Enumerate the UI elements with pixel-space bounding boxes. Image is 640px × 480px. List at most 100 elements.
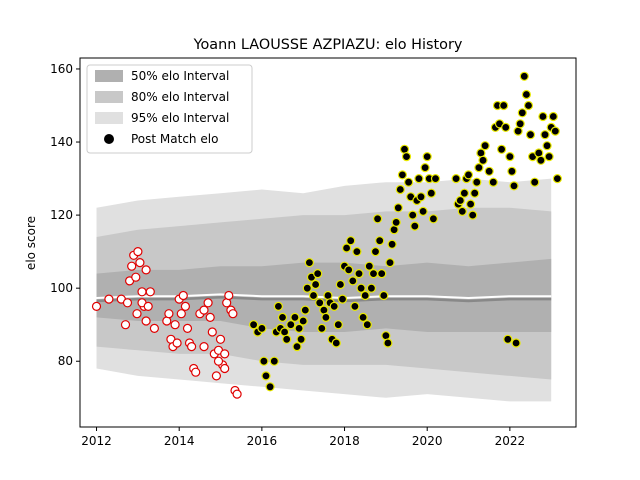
post-match-point xyxy=(182,323,193,333)
post-match-point xyxy=(203,298,213,308)
post-match-point xyxy=(364,261,374,271)
post-match-point xyxy=(358,312,368,322)
post-match-point xyxy=(540,130,550,140)
post-match-point xyxy=(430,174,441,184)
post-match-point xyxy=(91,301,102,311)
post-match-point xyxy=(387,239,397,249)
post-match-point xyxy=(377,269,387,279)
post-match-point xyxy=(404,177,414,187)
legend-box xyxy=(86,64,253,154)
post-match-point xyxy=(426,188,436,198)
post-match-point xyxy=(420,163,430,173)
post-match-point xyxy=(315,298,325,308)
post-match-point xyxy=(178,290,188,301)
post-match-point xyxy=(507,166,517,176)
post-match-point xyxy=(350,301,360,311)
plot-area xyxy=(91,71,563,402)
post-match-point xyxy=(131,272,141,282)
post-match-point xyxy=(300,305,310,315)
post-match-point xyxy=(550,126,560,136)
post-match-point xyxy=(418,206,428,216)
legend-label: 50% elo Interval xyxy=(131,69,229,83)
post-match-point xyxy=(503,334,513,344)
post-match-point xyxy=(395,184,405,195)
post-match-point xyxy=(261,371,271,381)
post-match-point xyxy=(348,276,358,286)
post-match-point xyxy=(141,265,151,275)
post-match-point xyxy=(215,334,226,344)
post-match-point xyxy=(311,279,321,290)
post-match-point xyxy=(525,130,536,140)
post-match-point xyxy=(308,290,319,301)
post-match-point xyxy=(509,181,519,191)
post-match-point xyxy=(257,323,267,333)
post-match-point xyxy=(290,312,300,322)
post-match-point xyxy=(544,152,554,162)
post-match-point xyxy=(335,279,345,290)
post-match-point xyxy=(362,320,372,330)
post-match-point xyxy=(542,141,552,151)
post-match-point xyxy=(249,320,259,330)
post-match-point xyxy=(385,258,395,268)
post-match-point xyxy=(333,320,343,330)
post-match-point xyxy=(360,290,370,301)
x-tick-label: 2018 xyxy=(329,434,360,448)
post-match-point xyxy=(414,174,424,184)
post-match-point xyxy=(346,236,356,246)
x-tick-label: 2014 xyxy=(164,434,195,448)
post-match-point xyxy=(530,177,540,187)
post-match-point xyxy=(135,258,145,268)
post-match-point xyxy=(472,177,482,187)
post-match-point xyxy=(199,305,209,315)
post-match-point xyxy=(213,356,224,366)
plot-frame xyxy=(79,57,577,428)
post-match-point xyxy=(375,236,385,246)
legend-swatch xyxy=(95,112,123,124)
post-match-point xyxy=(145,287,155,297)
post-match-point xyxy=(205,312,215,322)
post-match-point xyxy=(277,312,288,322)
post-match-point xyxy=(120,320,131,330)
post-match-point xyxy=(329,301,339,311)
post-match-point xyxy=(302,283,312,293)
post-match-point xyxy=(286,320,296,330)
x-tick-label: 2020 xyxy=(412,434,443,448)
post-match-point xyxy=(397,170,407,180)
post-match-point xyxy=(523,100,534,111)
post-match-point xyxy=(172,338,182,348)
post-match-point xyxy=(224,290,234,301)
post-match-point xyxy=(422,152,432,162)
post-match-point xyxy=(408,210,418,220)
post-match-point xyxy=(220,349,230,359)
post-match-point xyxy=(127,261,137,271)
post-match-point xyxy=(451,174,461,184)
post-match-point xyxy=(511,338,521,348)
x-axis: 2012 2014 2016 2018 2020 2022 xyxy=(81,427,525,448)
legend-label: 80% elo Interval xyxy=(131,90,229,104)
post-match-point xyxy=(548,111,558,122)
post-match-point xyxy=(296,334,306,344)
post-match-point xyxy=(474,163,484,173)
post-match-point xyxy=(488,177,498,187)
post-match-point xyxy=(379,290,389,301)
post-match-point xyxy=(292,342,302,352)
post-match-point xyxy=(499,100,509,111)
post-match-point xyxy=(401,152,412,162)
post-match-point xyxy=(317,323,327,333)
post-match-point xyxy=(298,316,308,326)
post-match-point xyxy=(122,298,133,308)
median-line-gray xyxy=(96,296,552,303)
post-match-point xyxy=(463,170,474,180)
post-match-point xyxy=(180,301,190,311)
post-match-point xyxy=(352,247,362,257)
legend-swatch xyxy=(95,91,123,103)
post-match-point xyxy=(331,338,341,348)
x-tick-label: 2012 xyxy=(81,434,112,448)
post-match-point xyxy=(552,174,563,184)
post-match-point xyxy=(538,111,548,122)
post-match-point xyxy=(370,247,381,257)
post-match-point xyxy=(393,203,403,213)
post-match-point xyxy=(501,122,511,133)
legend-swatch xyxy=(95,70,123,82)
post-match-point xyxy=(211,371,221,381)
